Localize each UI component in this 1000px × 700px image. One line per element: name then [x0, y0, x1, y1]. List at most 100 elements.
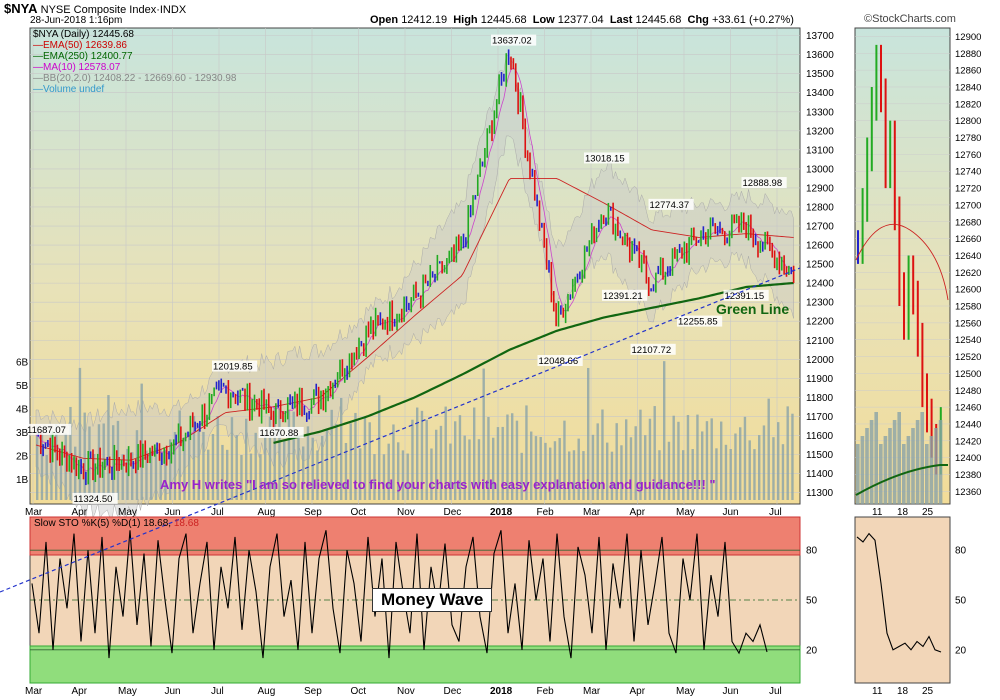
price-label-bg [723, 289, 769, 301]
price-label: 12255.85 [678, 317, 718, 328]
volume-bar [577, 438, 580, 500]
volume-bar [126, 448, 129, 500]
volume-bar [568, 451, 571, 500]
zoom-y-tick-label: 12620 [955, 268, 981, 279]
volume-bar [506, 414, 509, 500]
volume-bar [734, 433, 737, 500]
y-tick-label: 12700 [806, 222, 834, 233]
sto-zoom-tick-label: 50 [955, 596, 967, 607]
bollinger-band [35, 54, 794, 520]
price-label-bg [491, 34, 537, 46]
volume-bar [107, 395, 110, 500]
zoom-volume-bar [897, 412, 901, 504]
zoom-sto-x-tick-label: 11 [872, 686, 883, 697]
volume-bar [473, 407, 476, 500]
zoom-y-tick-label: 12700 [955, 200, 981, 211]
volume-bar [534, 436, 538, 500]
volume-bar [411, 419, 414, 500]
volume-bar [549, 447, 552, 500]
zoom-y-tick-label: 12360 [955, 487, 981, 498]
volume-bar [463, 435, 466, 500]
volume-bar [715, 448, 718, 500]
volume-bar [482, 368, 485, 500]
volume-bar [202, 431, 205, 500]
volume-bar [691, 449, 694, 500]
y-tick-label: 13100 [806, 145, 834, 156]
volume-bar [696, 414, 699, 500]
volume-bar [435, 429, 438, 500]
volume-bar [416, 407, 419, 500]
price-label: 12391.15 [725, 291, 765, 302]
volume-bar [112, 425, 115, 500]
volume-bar [178, 410, 181, 500]
volume-bar [330, 409, 333, 500]
volume-bar [558, 438, 561, 500]
volume-bar [159, 449, 162, 500]
volume-bar [45, 454, 48, 500]
legend-item: $NYA (Daily) 12445.68 [33, 29, 134, 40]
volume-bar [188, 431, 191, 500]
price-label-bg [258, 426, 304, 438]
price-label-bg [602, 289, 648, 301]
volume-bar [634, 426, 637, 500]
volume-bar [677, 421, 680, 500]
volume-bar [701, 431, 704, 500]
volume-bar [306, 426, 310, 500]
volume-bar [791, 413, 794, 500]
y-tick-label: 11700 [806, 412, 834, 423]
volume-bar [363, 417, 367, 500]
volume-bar [344, 442, 348, 500]
volume-bar [287, 409, 291, 500]
zoom-y-tick-label: 12420 [955, 436, 981, 447]
volume-bar [610, 451, 614, 500]
volume-bar [582, 451, 585, 500]
volume-bar [131, 452, 134, 500]
legend-item: —BB(20,2.0) 12408.22 - 12669.60 - 12930.… [33, 73, 237, 84]
y-tick-label: 11600 [806, 431, 834, 442]
zoom-y-tick-label: 12520 [955, 352, 981, 363]
price-label-bg [584, 152, 630, 164]
volume-bar [140, 383, 143, 500]
volume-bar [321, 435, 324, 500]
volume-bar [653, 406, 656, 500]
volume-bar [302, 446, 305, 500]
y-tick-label: 12100 [806, 336, 834, 347]
zoom-volume-bar [879, 444, 883, 504]
zoom-volume-bar [888, 428, 892, 504]
volume-bar [74, 446, 77, 500]
volume-bar [292, 411, 295, 500]
x-tick-label: Mar [25, 686, 43, 697]
volume-bar [83, 412, 86, 500]
zoom-volume-bar [920, 412, 924, 504]
volume-bar [373, 454, 376, 500]
main-panel [29, 27, 801, 505]
x-tick-label: 2018 [490, 507, 513, 518]
sto-zoom-k-line [856, 532, 942, 653]
y-tick-label: 13600 [806, 50, 834, 61]
price-label: 13637.02 [492, 36, 532, 47]
zoom-y-tick-label: 12580 [955, 302, 981, 313]
volume-bar [116, 420, 120, 500]
zoom-y-tick-label: 12440 [955, 419, 981, 430]
x-tick-label: Feb [537, 507, 555, 518]
zoom-x-tick-label: 11 [872, 507, 883, 518]
volume-bar [240, 454, 243, 500]
volume-bar [601, 409, 604, 500]
price-label-bg [677, 315, 723, 327]
y-tick-label: 13400 [806, 88, 834, 99]
zoom-y-tick-label: 12560 [955, 318, 981, 329]
x-tick-label: Nov [397, 507, 415, 518]
volume-bar [221, 444, 224, 500]
legend-item: —EMA(50) 12639.86 [33, 40, 127, 51]
volume-bar [781, 444, 785, 500]
x-tick-label: Mar [583, 507, 601, 518]
volume-bar [658, 450, 661, 500]
y-tick-label: 11900 [806, 374, 834, 385]
volume-bar [207, 449, 210, 500]
last-value: 12445.68 [635, 14, 682, 26]
volume-bar [449, 443, 452, 500]
volume-bar [230, 417, 234, 500]
zoom-y-tick-label: 12660 [955, 234, 981, 245]
volume-bar [97, 424, 101, 500]
